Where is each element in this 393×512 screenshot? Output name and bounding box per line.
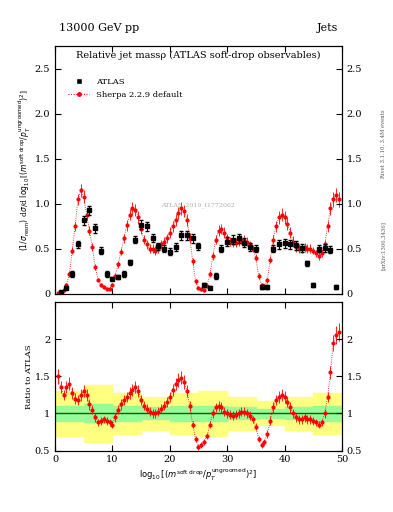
Y-axis label: Ratio to ATLAS: Ratio to ATLAS (25, 344, 33, 409)
Text: ATLAS_2019_I1772062: ATLAS_2019_I1772062 (162, 202, 235, 207)
Text: 13000 GeV pp: 13000 GeV pp (59, 23, 139, 33)
Text: [arXiv:1306.3436]: [arXiv:1306.3436] (381, 221, 386, 270)
Legend: ATLAS, Sherpa 2.2.9 default: ATLAS, Sherpa 2.2.9 default (65, 75, 185, 102)
Y-axis label: $(1/\sigma_{\rm resm})$ d$\sigma$/d $\log_{10}$[$({m^{\rm soft\ drop}}/{p_T^{\rm: $(1/\sigma_{\rm resm})$ d$\sigma$/d $\lo… (17, 89, 33, 251)
Text: Jets: Jets (317, 23, 338, 33)
Text: Rivet 3.1.10, 3.4M events: Rivet 3.1.10, 3.4M events (381, 109, 386, 178)
Text: Relative jet massρ (ATLAS soft-drop observables): Relative jet massρ (ATLAS soft-drop obse… (76, 51, 321, 60)
X-axis label: $\log_{10}[(m^{\rm soft\ drop}/p_T^{\rm ungroomed})^2]$: $\log_{10}[(m^{\rm soft\ drop}/p_T^{\rm … (140, 467, 257, 483)
